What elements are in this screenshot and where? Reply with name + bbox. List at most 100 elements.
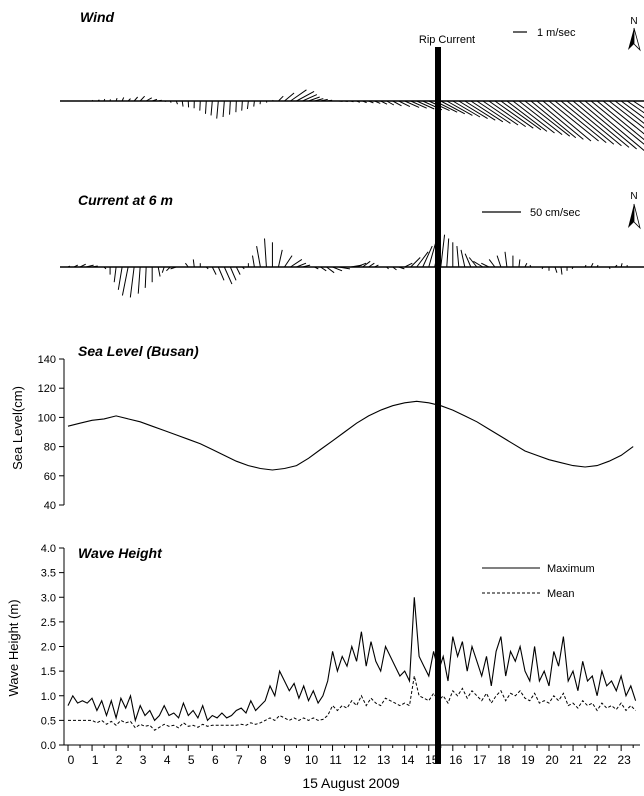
waveheight-ytick-label: 1.5	[41, 666, 56, 678]
wind-stick	[404, 100, 420, 108]
waveheight-xtick-label: 1	[92, 753, 99, 767]
current-stick	[590, 262, 594, 268]
current-stick	[541, 266, 544, 270]
waveheight-xtick-label: 19	[521, 753, 535, 767]
waveheight-xlabel: 15 August 2009	[302, 775, 400, 791]
wind-stick	[145, 97, 153, 102]
current-stick	[296, 262, 307, 268]
wind-stick	[632, 100, 644, 109]
current-stick	[460, 249, 466, 268]
current-stick	[496, 255, 502, 268]
wind-stick	[241, 100, 243, 111]
current-stick	[192, 259, 195, 268]
current-stick	[374, 264, 379, 268]
wind-stick	[374, 100, 381, 104]
waveheight-xtick-label: 16	[449, 753, 463, 767]
wind-stick	[204, 100, 207, 114]
waveheight-xtick-label: 21	[569, 753, 583, 767]
current-stick	[596, 264, 599, 268]
current-stick	[456, 246, 460, 268]
wind-north-arrow-icon	[628, 28, 634, 50]
current-stick	[504, 251, 508, 268]
current-stick	[368, 262, 375, 268]
current-stick	[338, 266, 351, 270]
current-stick	[251, 255, 255, 268]
current-stick	[91, 265, 98, 268]
current-stick	[113, 266, 117, 283]
waveheight-xtick-label: 22	[593, 753, 607, 767]
wind-stick	[133, 96, 139, 102]
wind-stick	[572, 100, 630, 148]
waveheight-mean-line	[68, 675, 636, 731]
waveheight-xtick-label: 13	[377, 753, 391, 767]
waveheight-ytick-label: 2.0	[41, 642, 56, 654]
wind-stick	[392, 100, 402, 107]
wind-stick	[386, 100, 395, 106]
waveheight-ytick-label: 0.5	[41, 715, 56, 727]
wind-stick	[290, 89, 307, 102]
wind-stick	[216, 100, 219, 119]
current-stick	[184, 262, 189, 268]
current-stick-plot	[60, 234, 644, 298]
wind-stick	[296, 90, 315, 102]
wind-stick	[620, 100, 644, 119]
wind-stick	[566, 100, 622, 147]
sealevel-ytick-label: 80	[44, 442, 56, 454]
sealevel-ytick-label: 40	[44, 500, 56, 512]
current-stick	[332, 266, 343, 272]
current-stick	[488, 259, 496, 268]
current-stick	[320, 266, 327, 272]
wind-stick	[512, 100, 555, 134]
waveheight-ytick-label: 2.5	[41, 617, 56, 629]
waveheight-xtick-label: 20	[545, 753, 559, 767]
wind-stick	[210, 100, 213, 116]
wind-stick	[440, 100, 466, 115]
current-stick	[290, 258, 303, 268]
wind-stick	[608, 100, 644, 129]
wind-north-arrow-outline-icon	[633, 27, 641, 52]
wind-stick	[458, 100, 488, 120]
current-stick	[277, 249, 283, 268]
wind-stick	[115, 97, 118, 102]
current-stick	[117, 266, 123, 290]
current-stick	[518, 259, 521, 268]
wind-stick	[494, 100, 534, 129]
wind-stick	[482, 100, 519, 126]
waveheight-xtick-label: 18	[497, 753, 511, 767]
sealevel-ytick-label: 60	[44, 471, 56, 483]
current-stick	[264, 238, 267, 268]
wind-stick	[584, 100, 644, 151]
current-stick	[85, 264, 94, 268]
wind-title: Wind	[80, 9, 115, 25]
wind-stick	[560, 100, 615, 145]
current-stick	[223, 266, 233, 285]
current-stick	[410, 257, 421, 268]
wind-stick	[488, 100, 526, 128]
wind-stick	[246, 100, 249, 110]
legend-mean-label: Mean	[547, 588, 575, 600]
waveheight-ytick-label: 1.0	[41, 691, 56, 703]
wind-stick	[614, 100, 644, 124]
wind-stick	[308, 96, 320, 102]
sealevel-series-line	[67, 400, 634, 471]
waveheight-xtick-label: 7	[236, 753, 243, 767]
current-stick	[326, 266, 335, 274]
current-stick	[524, 262, 528, 268]
current-stick	[446, 238, 450, 268]
wind-stick	[284, 92, 295, 102]
current-stick	[392, 266, 397, 271]
current-stick	[314, 266, 319, 270]
waveheight-xtick-label: 17	[473, 753, 487, 767]
wind-stick	[602, 100, 644, 135]
wind-stick	[626, 100, 644, 114]
wind-stick	[554, 100, 607, 143]
wind-stick	[314, 98, 324, 102]
waveheight-ylabel: Wave Height (m)	[6, 599, 21, 696]
current-stick	[422, 245, 433, 268]
waveheight-xtick-label: 10	[305, 753, 319, 767]
waveheight-xtick-label: 23	[617, 753, 631, 767]
wind-stick	[506, 100, 548, 132]
current-stick	[404, 262, 413, 268]
wind-stick	[416, 100, 435, 110]
